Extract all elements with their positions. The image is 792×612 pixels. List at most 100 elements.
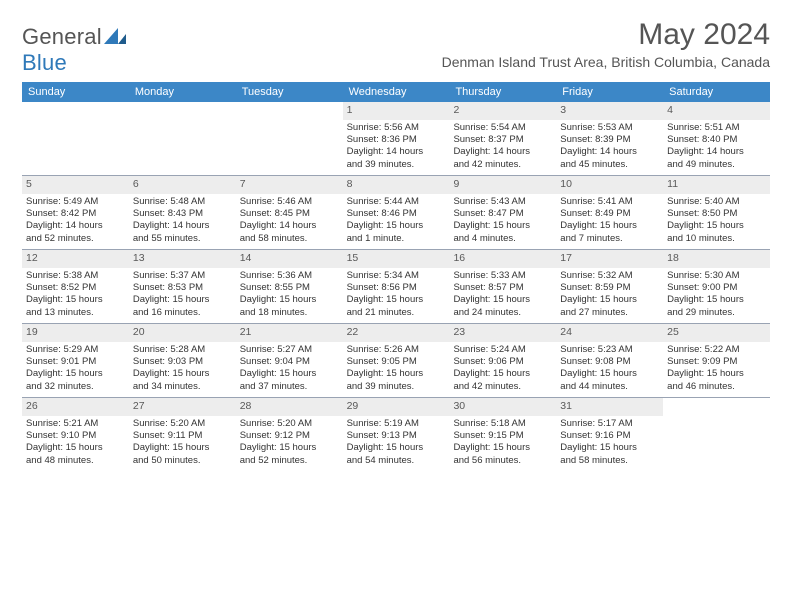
daylight-text: and 4 minutes. [453,233,552,245]
daylight-text: Daylight: 15 hours [453,368,552,380]
daylight-text: Daylight: 15 hours [453,220,552,232]
day-number: 26 [22,398,129,416]
daylight-text: and 48 minutes. [26,455,125,467]
daylight-text: and 13 minutes. [26,307,125,319]
sunrise-text: Sunrise: 5:24 AM [453,344,552,356]
sunset-text: Sunset: 8:56 PM [347,282,446,294]
day-number: 6 [129,176,236,194]
sunset-text: Sunset: 8:46 PM [347,208,446,220]
sunrise-text: Sunrise: 5:48 AM [133,196,232,208]
logo-text: GeneralBlue [22,24,126,76]
day-header: Saturday [663,82,770,102]
day-number: 31 [556,398,663,416]
daylight-text: Daylight: 15 hours [240,294,339,306]
sunset-text: Sunset: 8:57 PM [453,282,552,294]
sunrise-text: Sunrise: 5:38 AM [26,270,125,282]
day-number: 4 [663,102,770,120]
sunset-text: Sunset: 9:00 PM [667,282,766,294]
day-number: 9 [449,176,556,194]
day-number: 12 [22,250,129,268]
calendar-day-cell: 6Sunrise: 5:48 AMSunset: 8:43 PMDaylight… [129,176,236,249]
day-number: 18 [663,250,770,268]
sunrise-text: Sunrise: 5:54 AM [453,122,552,134]
daylight-text: Daylight: 15 hours [560,368,659,380]
sunrise-text: Sunrise: 5:30 AM [667,270,766,282]
sunset-text: Sunset: 9:08 PM [560,356,659,368]
calendar-day-cell: 26 Sunrise: 5:21 AMSunset: 9:10 PMDayligh… [22,398,129,471]
daylight-text: Daylight: 14 hours [453,146,552,158]
daylight-text: and 58 minutes. [240,233,339,245]
daylight-text: Daylight: 14 hours [133,220,232,232]
calendar-day-cell: 31Sunrise: 5:17 AMSunset: 9:16 PMDayligh… [556,398,663,471]
calendar-day-cell [663,398,770,471]
daylight-text: and 37 minutes. [240,381,339,393]
sunset-text: Sunset: 9:01 PM [26,356,125,368]
day-number: 24 [556,324,663,342]
logo-mark-icon [104,24,126,49]
daylight-text: Daylight: 15 hours [560,294,659,306]
sunrise-text: Sunrise: 5:23 AM [560,344,659,356]
day-header: Tuesday [236,82,343,102]
daylight-text: Daylight: 14 hours [347,146,446,158]
calendar-week-row: 5Sunrise: 5:49 AMSunset: 8:42 PMDaylight… [22,176,770,250]
daylight-text: Daylight: 15 hours [560,442,659,454]
calendar-day-cell: 20Sunrise: 5:28 AMSunset: 9:03 PMDayligh… [129,324,236,397]
day-number: 29 [343,398,450,416]
daylight-text: and 32 minutes. [26,381,125,393]
calendar-day-cell: 5Sunrise: 5:49 AMSunset: 8:42 PMDaylight… [22,176,129,249]
daylight-text: Daylight: 15 hours [347,220,446,232]
sunrise-text: Sunrise: 5:36 AM [240,270,339,282]
daylight-text: and 42 minutes. [453,159,552,171]
calendar-day-cell: 1Sunrise: 5:56 AMSunset: 8:36 PMDaylight… [343,102,450,175]
day-number: 21 [236,324,343,342]
day-number: 19 [22,324,129,342]
sunrise-text: Sunrise: 5:26 AM [347,344,446,356]
day-number: 22 [343,324,450,342]
calendar-day-cell: 10Sunrise: 5:41 AMSunset: 8:49 PMDayligh… [556,176,663,249]
header-row: GeneralBlue May 2024 Denman Island Trust… [22,18,770,78]
title-block: May 2024 Denman Island Trust Area, Briti… [442,18,770,78]
daylight-text: and 58 minutes. [560,455,659,467]
sunrise-text: Sunrise: 5:22 AM [667,344,766,356]
sunset-text: Sunset: 9:03 PM [133,356,232,368]
sunset-text: Sunset: 9:05 PM [347,356,446,368]
sunset-text: Sunset: 8:45 PM [240,208,339,220]
day-number: 7 [236,176,343,194]
sunset-text: Sunset: 8:40 PM [667,134,766,146]
logo-word-2: Blue [22,50,67,75]
calendar-day-cell: 19Sunrise: 5:29 AMSunset: 9:01 PMDayligh… [22,324,129,397]
calendar-day-cell [236,102,343,175]
calendar-day-cell: 29Sunrise: 5:19 AMSunset: 9:13 PMDayligh… [343,398,450,471]
day-number: 1 [343,102,450,120]
daylight-text: Daylight: 15 hours [667,220,766,232]
daylight-text: Daylight: 15 hours [347,368,446,380]
day-number: 15 [343,250,450,268]
daylight-text: and 52 minutes. [26,233,125,245]
day-number: 14 [236,250,343,268]
day-number: 27 [129,398,236,416]
calendar-body: 1Sunrise: 5:56 AMSunset: 8:36 PMDaylight… [22,102,770,471]
calendar-day-cell: 12Sunrise: 5:38 AMSunset: 8:52 PMDayligh… [22,250,129,323]
daylight-text: and 55 minutes. [133,233,232,245]
daylight-text: and 45 minutes. [560,159,659,171]
daylight-text: Daylight: 15 hours [26,442,125,454]
calendar-day-cell: 17Sunrise: 5:32 AMSunset: 8:59 PMDayligh… [556,250,663,323]
sunrise-text: Sunrise: 5:20 AM [133,418,232,430]
day-number: 3 [556,102,663,120]
sunrise-text: Sunrise: 5:21 AM [26,418,125,430]
sunrise-text: Sunrise: 5:28 AM [133,344,232,356]
daylight-text: Daylight: 14 hours [560,146,659,158]
calendar-day-cell: 4Sunrise: 5:51 AMSunset: 8:40 PMDaylight… [663,102,770,175]
daylight-text: Daylight: 15 hours [240,442,339,454]
daylight-text: Daylight: 15 hours [667,368,766,380]
sunrise-text: Sunrise: 5:46 AM [240,196,339,208]
calendar-day-cell: 14Sunrise: 5:36 AMSunset: 8:55 PMDayligh… [236,250,343,323]
logo-word-1: General [22,24,102,49]
sunset-text: Sunset: 9:09 PM [667,356,766,368]
sunrise-text: Sunrise: 5:41 AM [560,196,659,208]
sunrise-text: Sunrise: 5:17 AM [560,418,659,430]
day-header: Monday [129,82,236,102]
month-title: May 2024 [442,18,770,52]
sunrise-text: Sunrise: 5:51 AM [667,122,766,134]
sunset-text: Sunset: 9:10 PM [26,430,125,442]
